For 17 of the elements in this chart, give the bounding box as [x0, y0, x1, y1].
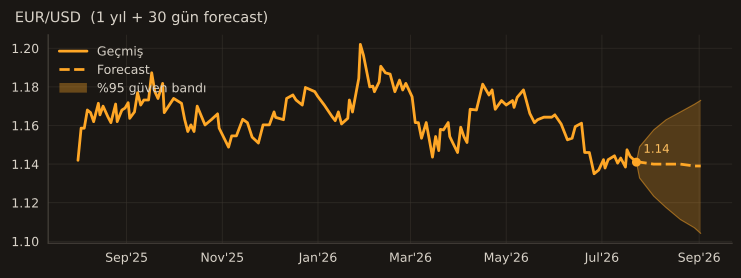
x-tick-label: May'26 [484, 252, 528, 264]
y-tick-label: 1.12 [12, 198, 38, 208]
x-tick-label: Jan'26 [298, 252, 336, 264]
x-tick-label: Sep'26 [678, 252, 720, 264]
x-tick-label: Nov'25 [202, 252, 244, 262]
chart-title: EUR/USD (1 yıl + 30 gün forecast) [16, 11, 267, 26]
legend-label: Forecast [98, 64, 150, 74]
x-tick-label: Jul'26 [584, 252, 618, 264]
y-tick-label: 1.20 [12, 44, 38, 54]
y-tick-label: 1.16 [12, 120, 38, 130]
annotation: 1.14 [644, 144, 669, 153]
x-tick-label: Mar'26 [390, 252, 432, 262]
x-tick-label: Sep'25 [106, 252, 147, 264]
y-tick-label: 1.14 [12, 160, 38, 169]
legend-label: Geçmiş [98, 46, 143, 58]
y-tick-label: 1.10 [12, 236, 38, 246]
y-tick-label: 1.18 [12, 82, 38, 92]
